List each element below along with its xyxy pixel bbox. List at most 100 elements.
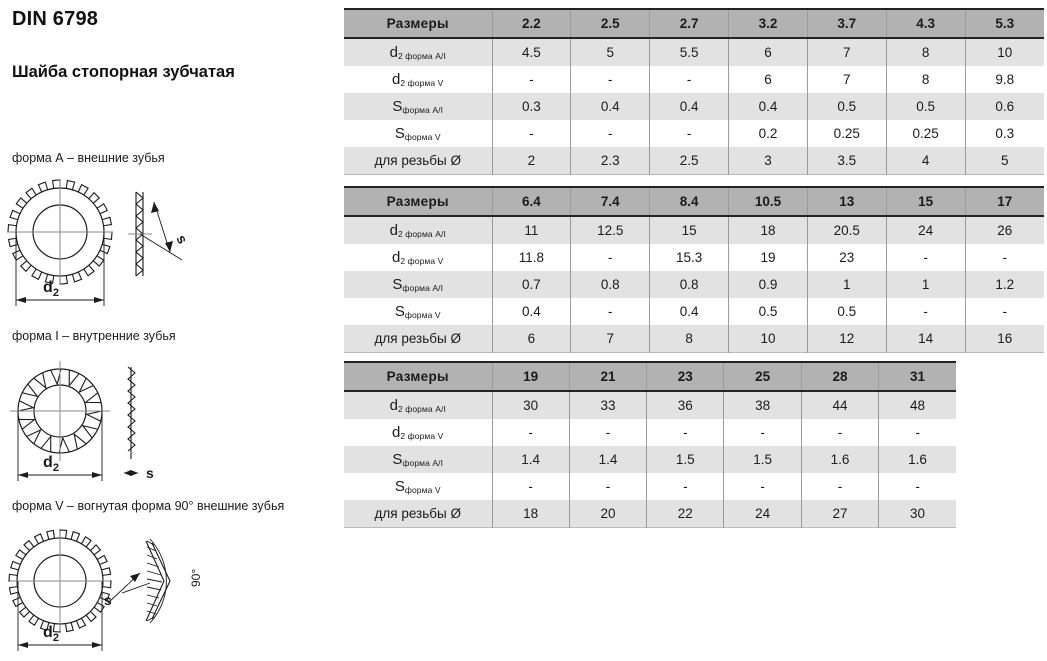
table-row: d2 форма V------ bbox=[344, 419, 956, 446]
table-cell: - bbox=[649, 120, 729, 147]
table-cell: 6 bbox=[491, 325, 571, 353]
table-cell: 30 bbox=[491, 391, 570, 419]
table-cell: - bbox=[491, 120, 571, 147]
row-label: Sформа V bbox=[344, 298, 492, 325]
table-cell: 12 bbox=[806, 325, 887, 353]
table-row: d2 форма A/I 11 12.5 15 18 20.5 24 26 bbox=[344, 216, 1044, 244]
drawing-form-a: d2 s bbox=[7, 179, 191, 306]
dimension-table-1: Размеры 2.2 2.5 2.7 3.2 3.7 4.3 5.3 d2 форма A/I… bbox=[344, 8, 1044, 175]
table-row: Sформа V 0.4-0.4 0.5 0.5- - bbox=[344, 298, 1044, 325]
row-label: Sформа A/I bbox=[344, 271, 492, 298]
table-cell: - bbox=[568, 419, 647, 446]
table-cell: 1.4 bbox=[491, 446, 570, 473]
standard-title: DIN 6798 bbox=[12, 8, 99, 30]
table-cell: 0.5 bbox=[806, 298, 887, 325]
caption-form-a: форма А – внешние зубья bbox=[12, 151, 165, 165]
table-cell: 16 bbox=[964, 325, 1044, 353]
caption-form-v: форма V – вогнутая форма 90° внешние зуб… bbox=[12, 499, 285, 513]
table-cell: - bbox=[646, 473, 724, 500]
table-cell: - bbox=[570, 120, 650, 147]
thickness-s-label-i: s bbox=[146, 465, 154, 481]
table-cell: 48 bbox=[878, 391, 956, 419]
table-row: d2 форма A/I 30 33 36 38 44 48 bbox=[344, 391, 956, 419]
left-illustration-panel: DIN 6798 Шайба стопорная зубчатая форма … bbox=[0, 0, 340, 661]
table-cell: 0.2 bbox=[728, 120, 808, 147]
table-cell: - bbox=[491, 473, 570, 500]
table-cell: 11.8 bbox=[491, 244, 571, 271]
table-cell: 0.7 bbox=[491, 271, 571, 298]
table-cell: 5 bbox=[570, 38, 650, 66]
table-cell: - bbox=[491, 419, 570, 446]
table-cell: 10 bbox=[964, 38, 1044, 66]
row-label: Sформа A/I bbox=[344, 446, 492, 473]
row-label: d2 форма V bbox=[344, 244, 492, 271]
table-cell: 20 bbox=[568, 500, 647, 528]
table-cell: 1.6 bbox=[800, 446, 879, 473]
table-cell: 0.8 bbox=[570, 271, 650, 298]
table-column-header: 6.4 bbox=[491, 187, 571, 217]
table-cell: - bbox=[723, 419, 802, 446]
table-cell: 0.25 bbox=[885, 120, 966, 147]
table-cell: 0.4 bbox=[649, 93, 729, 120]
table-column-header: 21 bbox=[568, 362, 647, 392]
table-cell: 0.8 bbox=[649, 271, 729, 298]
table-row: Sформа A/I 0.7 0.8 0.8 0.9 1 1 1.2 bbox=[344, 271, 1044, 298]
table-cell: - bbox=[885, 298, 966, 325]
table-cell: - bbox=[878, 473, 956, 500]
dimension-table-3: Размеры 19 21 23 25 28 31 d2 форма A/I 30 33 36 38 4… bbox=[344, 361, 956, 528]
table-cell: 2 bbox=[491, 147, 571, 175]
table-cell: - bbox=[800, 473, 879, 500]
table-cell: 38 bbox=[723, 391, 802, 419]
thickness-s-label-a: s bbox=[173, 232, 191, 247]
table-row: d2 форма A/I 4.5 5 5.5 6 7 8 10 bbox=[344, 38, 1044, 66]
table-cell: 15 bbox=[649, 216, 729, 244]
caption-form-i: форма I – внутренние зубья bbox=[12, 329, 176, 343]
drawing-form-v: d2 s 90° bbox=[8, 529, 203, 651]
table-column-header: 10.5 bbox=[728, 187, 808, 217]
row-label: d2 форма A/I bbox=[344, 391, 492, 419]
table-header-label: Размеры bbox=[344, 9, 492, 39]
angle-label-v: 90° bbox=[189, 569, 203, 587]
table-cell: 14 bbox=[885, 325, 966, 353]
table-cell: 0.6 bbox=[964, 93, 1044, 120]
row-label: для резьбы Ø bbox=[344, 500, 492, 528]
row-label: для резьбы Ø bbox=[344, 147, 492, 175]
table-column-header: 25 bbox=[723, 362, 802, 392]
table-column-header: 3.2 bbox=[728, 9, 808, 39]
row-label: для резьбы Ø bbox=[344, 325, 492, 353]
table-cell: 11 bbox=[491, 216, 571, 244]
table-cell: - bbox=[491, 66, 571, 93]
table-cell: 1.5 bbox=[646, 446, 724, 473]
table-header-label: Размеры bbox=[344, 187, 492, 217]
row-label: d2 форма A/I bbox=[344, 38, 492, 66]
table-cell: 0.3 bbox=[491, 93, 571, 120]
table-cell: 33 bbox=[568, 391, 647, 419]
dimension-d2-label-a: d2 bbox=[43, 279, 59, 299]
table-row: для резьбы Ø 18 20 22 24 27 30 bbox=[344, 500, 956, 528]
table-cell: 27 bbox=[800, 500, 879, 528]
table-cell: 0.9 bbox=[728, 271, 808, 298]
table-cell: 24 bbox=[723, 500, 802, 528]
table-cell: - bbox=[570, 298, 650, 325]
table-cell: 0.5 bbox=[728, 298, 808, 325]
table-row: Sформа V - - -0.2 0.25 0.25 0.3 bbox=[344, 120, 1044, 147]
table-cell: 36 bbox=[646, 391, 724, 419]
table-row: Sформа A/I 1.4 1.4 1.5 1.5 1.6 1.6 bbox=[344, 446, 956, 473]
table-cell: 8 bbox=[885, 66, 966, 93]
table-cell: 5 bbox=[964, 147, 1044, 175]
table-cell: - bbox=[964, 244, 1044, 271]
row-label: d2 форма A/I bbox=[344, 216, 492, 244]
table-cell: 22 bbox=[646, 500, 724, 528]
table-cell: 5.5 bbox=[649, 38, 729, 66]
table-cell: 23 bbox=[806, 244, 887, 271]
table-cell: 15.3 bbox=[649, 244, 729, 271]
table-cell: - bbox=[570, 66, 650, 93]
table-column-header: 15 bbox=[885, 187, 966, 217]
table-column-header: 23 bbox=[646, 362, 724, 392]
table-cell: 3 bbox=[728, 147, 808, 175]
table-cell: - bbox=[570, 244, 650, 271]
table-cell: 18 bbox=[728, 216, 808, 244]
row-label: Sформа V bbox=[344, 473, 492, 500]
table-column-header: 7.4 bbox=[570, 187, 650, 217]
table-cell: - bbox=[878, 419, 956, 446]
